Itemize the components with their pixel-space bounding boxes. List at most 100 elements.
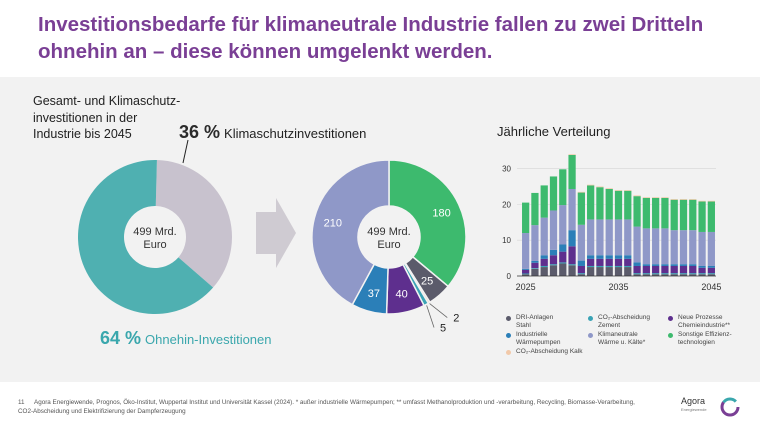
bar-segment xyxy=(661,197,669,198)
bar-segment xyxy=(596,265,604,268)
bar-segment xyxy=(531,268,539,269)
bar-segment xyxy=(679,199,688,231)
bar-segment xyxy=(670,264,678,266)
bar-segment xyxy=(614,258,623,266)
bar-segment xyxy=(642,197,650,229)
legend-label: Neue Prozesse Chemieindustrie** xyxy=(678,314,731,329)
bar-segment xyxy=(707,265,715,268)
bar-segment xyxy=(531,262,539,269)
legend-item: CO₂-Abscheidung Zement xyxy=(588,314,650,330)
bar-segment xyxy=(614,190,623,191)
bar-segment xyxy=(689,264,697,266)
bar-segment xyxy=(633,273,641,275)
bar-segment xyxy=(642,197,650,198)
klima-pointer-line xyxy=(182,139,189,164)
bar-segment xyxy=(531,192,539,226)
bar-segment xyxy=(642,274,650,276)
bar-segment xyxy=(531,225,539,261)
bar-segment xyxy=(559,263,567,276)
legend-label: Klimaneutrale Wärme u. Kälte* xyxy=(598,331,646,346)
klima-share-text: Klimaschutzinvestitionen xyxy=(224,126,367,141)
bar-segment xyxy=(624,265,632,268)
page-number: 11 xyxy=(18,399,25,406)
bar-segment xyxy=(689,199,697,231)
bar-segment xyxy=(698,200,706,202)
bar-segment xyxy=(577,273,585,275)
legend-label: CO₂-Abscheidung Kalk xyxy=(516,348,583,355)
total-investment-label-line: Industrie bis 2045 xyxy=(33,127,132,141)
bar-segment xyxy=(670,230,678,265)
bar-segment xyxy=(624,219,632,256)
bar-segment xyxy=(707,274,715,276)
total-investment-label-line: investitionen in der xyxy=(33,110,138,125)
bar-segment xyxy=(633,195,641,197)
bar-segment xyxy=(596,219,604,256)
donut2-slice xyxy=(388,159,467,288)
bar-segment xyxy=(605,219,613,256)
legend-item: Neue Prozesse Chemieindustrie** xyxy=(668,314,730,330)
content-panel xyxy=(0,77,760,382)
bar-segment xyxy=(707,231,715,266)
donut2-value-label: 25 xyxy=(421,276,433,288)
logo-subtitle: Energiewende xyxy=(681,407,707,412)
bar-segment xyxy=(577,260,585,266)
bar-segment xyxy=(642,273,650,275)
bar-segment xyxy=(568,154,576,189)
bar-segment xyxy=(661,273,669,275)
bar-segment xyxy=(549,264,558,266)
legend-swatch xyxy=(506,350,511,355)
klima-share-percent: 36 % xyxy=(179,122,221,142)
source-footer: 11 Agora Energiewende, Prognos, Öko-Insti… xyxy=(18,398,638,416)
legend-item: CO₂-Abscheidung Kalk xyxy=(506,348,582,356)
bar-segment xyxy=(614,267,623,276)
bar-segment xyxy=(698,231,706,266)
bar-ytick-label: 0 xyxy=(507,272,512,281)
bar-segment xyxy=(670,199,678,231)
bar-segment xyxy=(522,233,530,269)
bar-segment xyxy=(568,265,576,276)
bar-segment xyxy=(670,265,678,274)
bar-segment xyxy=(540,258,548,266)
bar-xtick-label: 2045 xyxy=(701,282,721,292)
donut2-label-leader xyxy=(429,303,448,318)
source-text: Agora Energiewende, Prognos, Öko-Institu… xyxy=(18,399,635,415)
bar-segment xyxy=(689,265,697,274)
bar-segment xyxy=(540,255,548,259)
bar-segment xyxy=(624,267,632,276)
bar-segment xyxy=(661,264,669,266)
bar-segment xyxy=(670,273,678,275)
legend-item: Sonstige Effizienz- technologien xyxy=(668,331,732,347)
bar-segment xyxy=(577,192,585,225)
donut2-value-label: 210 xyxy=(324,218,342,230)
bar-segment xyxy=(587,255,595,259)
legend-label: Sonstige Effizienz- technologien xyxy=(678,331,732,346)
bar-segment xyxy=(549,255,558,265)
bar-segment xyxy=(652,264,660,266)
bar-segment xyxy=(531,268,539,276)
legend-swatch xyxy=(668,316,673,321)
bar-segment xyxy=(689,230,697,265)
bar-segment xyxy=(670,199,678,200)
legend-swatch xyxy=(506,316,511,321)
bar-segment xyxy=(577,224,585,261)
legend-swatch xyxy=(506,333,511,338)
bar-segment xyxy=(698,273,706,275)
bar-segment xyxy=(689,274,697,276)
bar-segment xyxy=(614,219,623,256)
donut2-value-label: 37 xyxy=(368,288,380,300)
bar-segment xyxy=(549,210,558,250)
bar-segment xyxy=(679,273,688,275)
bar-segment xyxy=(605,265,613,268)
bar-segment xyxy=(614,265,623,268)
bar-xtick-label: 2025 xyxy=(516,282,536,292)
bar-segment xyxy=(624,255,632,259)
bar-segment xyxy=(540,265,548,268)
bar-segment xyxy=(587,267,595,276)
ohnehin-share-text: Ohnehin-Investitionen xyxy=(145,332,272,347)
legend-swatch xyxy=(668,333,673,338)
bar-segment xyxy=(605,188,613,220)
bar-segment xyxy=(624,258,632,266)
bar-segment xyxy=(707,201,715,232)
bar-segment xyxy=(596,258,604,266)
bar-segment xyxy=(614,255,623,259)
